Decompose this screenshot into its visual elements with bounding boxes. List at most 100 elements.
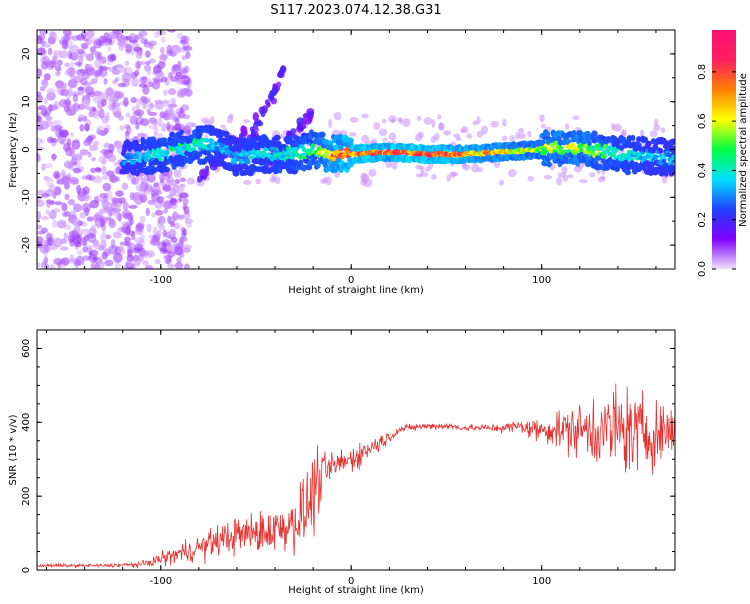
snr-frame bbox=[36, 329, 676, 571]
noise-blob bbox=[95, 167, 102, 173]
noise-blob bbox=[101, 98, 107, 107]
ridge-blob bbox=[244, 159, 251, 165]
colorbar-tick-label: 0.8 bbox=[697, 64, 708, 80]
noise-blob bbox=[64, 224, 72, 231]
noise-blob bbox=[159, 221, 165, 230]
ridge-blob bbox=[198, 142, 205, 148]
x-tick-label: 0 bbox=[348, 576, 354, 587]
noise-blob bbox=[382, 137, 388, 142]
noise-blob bbox=[242, 119, 250, 124]
noise-blob bbox=[37, 230, 45, 235]
ridge-blob bbox=[260, 150, 267, 156]
noise-blob bbox=[168, 244, 173, 253]
noise-blob bbox=[117, 82, 127, 88]
ridge-blob bbox=[298, 159, 304, 166]
noise-blob bbox=[183, 124, 191, 132]
noise-blob bbox=[148, 234, 155, 239]
noise-blob bbox=[73, 225, 81, 234]
noise-blob bbox=[137, 112, 143, 119]
ridge-blob bbox=[661, 138, 667, 145]
ridge-blob bbox=[568, 142, 576, 148]
spectrogram-x-axis-label: Height of straight line (km) bbox=[288, 285, 424, 296]
noise-blob bbox=[138, 83, 148, 88]
noise-blob bbox=[52, 49, 62, 55]
snr-panel: -100 0 100 0 200 400 600 Height of straight l… bbox=[8, 329, 676, 596]
noise-blob bbox=[165, 231, 171, 239]
noise-blob bbox=[567, 174, 574, 179]
noise-blob bbox=[163, 208, 169, 214]
noise-blob bbox=[434, 132, 440, 141]
streak-blob bbox=[241, 125, 248, 135]
noise-blob bbox=[361, 134, 370, 144]
noise-blob bbox=[147, 81, 153, 88]
noise-blob bbox=[73, 153, 84, 159]
noise-blob bbox=[62, 30, 72, 37]
noise-blob bbox=[98, 155, 108, 164]
noise-blob bbox=[162, 184, 171, 192]
noise-blob bbox=[142, 260, 150, 266]
noise-blob bbox=[81, 202, 91, 213]
noise-blob bbox=[89, 46, 97, 53]
noise-blob bbox=[84, 64, 92, 71]
noise-blob bbox=[45, 115, 53, 121]
noise-blob bbox=[167, 88, 177, 96]
noise-blob bbox=[45, 209, 51, 215]
ridge-blob bbox=[330, 156, 337, 161]
noise-blob bbox=[132, 47, 143, 52]
noise-blob bbox=[37, 137, 42, 144]
x-tick-label: 100 bbox=[532, 576, 551, 587]
noise-blob bbox=[142, 104, 147, 110]
noise-blob bbox=[63, 232, 69, 239]
noise-blob bbox=[56, 84, 62, 94]
streak-blob bbox=[196, 175, 203, 183]
noise-blob bbox=[97, 129, 106, 136]
noise-blob bbox=[49, 264, 56, 269]
noise-blob bbox=[49, 31, 58, 42]
noise-blob bbox=[94, 262, 100, 269]
noise-blob bbox=[37, 142, 41, 147]
noise-blob bbox=[126, 125, 132, 135]
noise-blob bbox=[472, 120, 479, 126]
noise-blob bbox=[114, 77, 120, 82]
streak-blob bbox=[308, 111, 315, 117]
noise-blob bbox=[107, 66, 113, 73]
noise-blob bbox=[527, 175, 535, 182]
noise-blob bbox=[121, 182, 129, 191]
noise-blob bbox=[185, 220, 192, 229]
noise-blob bbox=[56, 219, 67, 229]
ridge-blob bbox=[150, 167, 157, 174]
noise-blob bbox=[388, 115, 397, 123]
noise-blob bbox=[37, 106, 43, 111]
noise-blob bbox=[325, 176, 332, 186]
noise-blob bbox=[101, 175, 109, 180]
noise-blob bbox=[60, 257, 70, 266]
noise-blob bbox=[46, 91, 56, 101]
noise-blob bbox=[157, 61, 166, 69]
noise-blob bbox=[423, 116, 433, 125]
noise-blob bbox=[333, 111, 342, 121]
noise-blob bbox=[112, 252, 123, 263]
ridge-blob bbox=[310, 143, 316, 148]
colorbar-tick-label: 0.0 bbox=[697, 261, 708, 277]
noise-blob bbox=[112, 231, 123, 239]
noise-blob bbox=[490, 120, 499, 128]
ridge-blob bbox=[549, 142, 556, 147]
noise-blob bbox=[125, 112, 131, 118]
noise-blob bbox=[140, 250, 150, 257]
noise-blob bbox=[182, 204, 187, 211]
ridge-blob bbox=[195, 130, 203, 137]
noise-blob bbox=[52, 220, 58, 228]
noise-blob bbox=[69, 132, 75, 138]
noise-blob bbox=[360, 179, 367, 186]
noise-blob bbox=[179, 106, 184, 114]
noise-blob bbox=[98, 197, 108, 203]
noise-blob bbox=[176, 71, 182, 78]
noise-blob bbox=[131, 77, 139, 88]
noise-blob bbox=[85, 53, 95, 62]
noise-blob bbox=[105, 95, 112, 101]
noise-blob bbox=[477, 167, 484, 173]
noise-blob bbox=[43, 96, 49, 105]
ridge-blob bbox=[298, 144, 305, 149]
noise-blob bbox=[68, 210, 77, 221]
noise-blob bbox=[60, 88, 70, 97]
